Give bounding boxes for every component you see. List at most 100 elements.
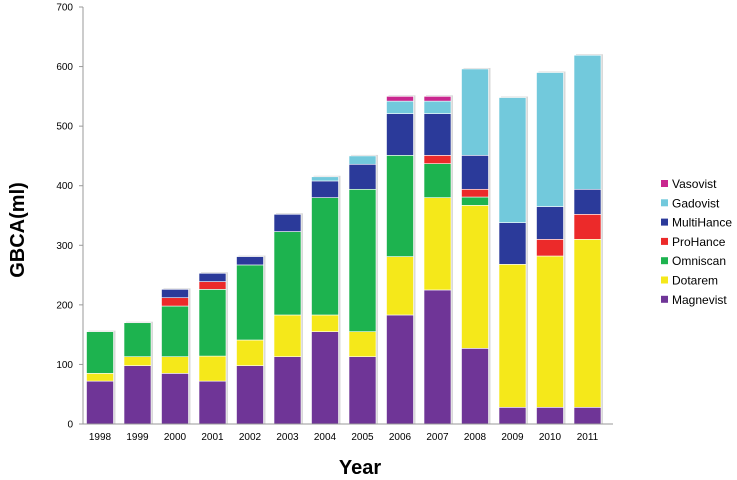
y-tick-label: 700 [56,3,73,14]
bar-segment-prohance-2011 [573,214,602,240]
bar-segment-dotarem-2002 [236,339,264,366]
bar-segment-omniscan-2001 [198,289,227,357]
bar-segment-multihance-2010 [536,206,564,240]
bar-segment-omniscan-1998 [86,331,114,374]
y-tick-label: 200 [56,300,73,311]
x-tick-label: 2003 [276,432,299,443]
bar-segment-gadovist-2011 [573,54,602,190]
bar-segment-vasovist-2006 [386,96,414,102]
bar-segment-prohance-2010 [536,239,564,257]
bar-segment-omniscan-2007 [423,163,452,198]
plot-area [86,54,603,425]
legend-label-vasovist: Vasovist [672,177,717,191]
legend-label-omniscan: Omniscan [672,254,726,268]
y-axis-title: GBCA(ml) [7,182,29,278]
bar-segment-multihance-2002 [236,256,264,266]
bar-segment-omniscan-2002 [236,264,264,341]
bar-segment-multihance-2001 [198,272,227,282]
bar-segment-magnevist-2006 [386,314,414,425]
bar-segment-multihance-2008 [461,155,489,190]
bar-segment-omniscan-1999 [123,322,152,357]
x-tick-label: 2001 [201,432,224,443]
bar-segment-magnevist-2010 [536,407,564,425]
bar-segment-magnevist-2000 [161,373,189,425]
y-tick-label: 300 [56,241,73,252]
x-tick-label: 2010 [539,432,562,443]
legend-swatch-magnevist [661,295,668,303]
bar-segment-magnevist-2011 [573,407,602,425]
bar-segment-multihance-2004 [311,180,339,198]
legend-swatch-gadovist [661,199,668,207]
x-tick-label: 2006 [389,432,412,443]
bar-segment-multihance-2003 [273,214,302,232]
legend-swatch-dotarem [661,276,668,284]
x-tick-label: 2000 [164,432,187,443]
bar-segment-multihance-2005 [348,163,377,190]
y-tick-label: 600 [56,62,73,73]
bar-segment-multihance-2009 [498,222,527,265]
bar-segment-gadovist-2008 [461,68,489,156]
legend-label-magnevist: Magnevist [672,293,727,307]
bar-segment-dotarem-2005 [348,331,377,357]
bar-segment-gadovist-2005 [348,155,377,165]
bar-segment-gadovist-2009 [498,97,527,223]
bar-segment-dotarem-2011 [573,239,602,408]
bar-segment-gadovist-2010 [536,72,564,207]
bar-segment-omniscan-2005 [348,188,377,332]
bar-segment-dotarem-2008 [461,205,489,349]
bar-segment-vasovist-2007 [423,96,452,102]
legend-label-dotarem: Dotarem [672,274,718,288]
bar-segment-omniscan-2004 [311,197,339,316]
bar-segment-magnevist-2007 [423,289,452,425]
y-tick-label: 500 [56,122,73,133]
y-tick-label: 100 [56,360,73,371]
bar-segment-magnevist-2009 [498,407,527,425]
bar-segment-magnevist-2004 [311,331,339,425]
legend: Vasovist Gadovist MultiHance ProHance Omnisc… [661,177,732,307]
bar-segment-prohance-2008 [461,188,489,198]
bar-segment-dotarem-2001 [198,355,227,382]
x-tick-label: 2011 [577,432,599,443]
bar-segment-gadovist-2006 [386,100,414,114]
bar-segment-omniscan-2006 [386,155,414,257]
legend-swatch-multihance [661,218,668,226]
legend-label-prohance: ProHance [672,235,726,249]
bar-segment-multihance-2000 [161,289,189,299]
x-tick-label: 2005 [351,432,374,443]
x-tick-label: 2002 [239,432,262,443]
x-axis-title: Year [339,457,381,479]
y-tick-label: 0 [67,420,73,431]
x-tick-label: 1998 [89,432,112,443]
bar-segment-multihance-2006 [386,113,414,156]
bar-segment-multihance-2011 [573,188,602,215]
x-tick-label: 2004 [314,432,337,443]
x-tick-label: 2009 [501,432,524,443]
y-tick-label: 400 [56,181,73,192]
x-tick-label: 2008 [464,432,487,443]
bar-segment-gadovist-2007 [423,100,452,114]
bar-segment-dotarem-2010 [536,255,564,408]
bar-segment-magnevist-1998 [86,380,114,425]
legend-swatch-vasovist [661,180,668,187]
x-tick-label: 2007 [426,432,449,443]
bar-segment-dotarem-2009 [498,264,527,408]
bar-segment-prohance-2000 [161,297,189,307]
bar-segment-dotarem-2004 [311,314,339,332]
bar-segment-omniscan-2003 [273,231,302,316]
y-axis-ticks: 0 100 200 300 400 500 600 700 [56,3,83,431]
bar-segment-dotarem-1999 [123,356,152,366]
legend-swatch-prohance [661,237,668,245]
bar-segment-dotarem-2003 [273,314,302,357]
bar-segment-magnevist-1999 [123,365,152,425]
bar-segment-prohance-2001 [198,281,227,290]
legend-swatch-omniscan [661,257,668,265]
bar-segment-omniscan-2000 [161,305,189,357]
bar-segment-magnevist-2001 [198,380,227,425]
bar-segment-dotarem-2000 [161,356,189,374]
bar-segment-magnevist-2003 [273,356,302,425]
bar-segment-dotarem-1998 [86,373,114,382]
bar-segment-omniscan-2008 [461,196,489,206]
bar-segment-multihance-2007 [423,113,452,156]
x-axis-ticks: 1998 1999 2000 2001 2002 2003 2004 2005 2006 2007… [89,432,599,443]
